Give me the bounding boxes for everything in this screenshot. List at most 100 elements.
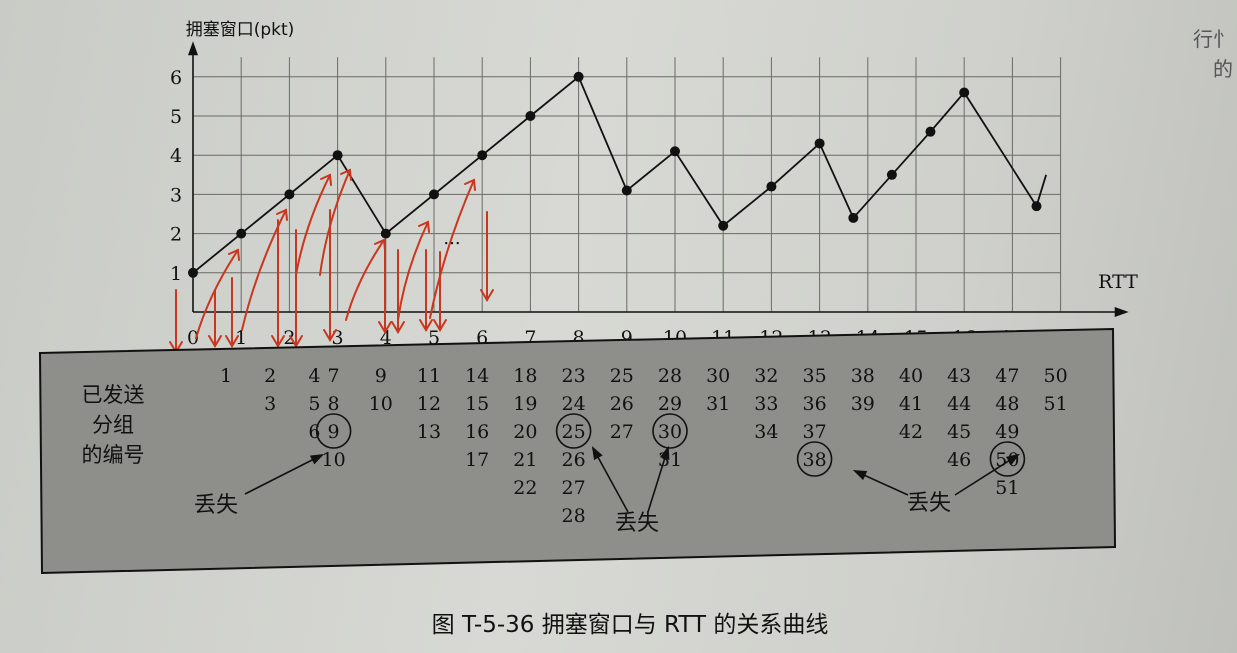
packet-number: 24: [562, 393, 586, 415]
packet-number: 40: [899, 365, 923, 387]
lost-label: 丢失: [615, 511, 659, 536]
edge-text-line: 行忄: [1193, 27, 1233, 51]
x-tick-label: 1: [235, 327, 247, 349]
red-down-arrow-head: [391, 321, 405, 334]
packet-number: 28: [658, 365, 682, 387]
packet-number: 23: [562, 365, 586, 387]
y-axis-label: 拥塞窗口(pkt): [186, 20, 295, 40]
lost-packet-circle: [796, 441, 833, 477]
lost-arrow-head: [1005, 453, 1020, 466]
packet-number: 33: [754, 393, 778, 415]
packet-number: 41: [899, 393, 923, 415]
packet-number: 16: [465, 421, 489, 443]
packet-number: 25: [610, 365, 634, 387]
lost-packet-circle: [989, 441, 1026, 477]
grid: [193, 57, 1062, 312]
packet-number: 1: [220, 365, 232, 387]
red-up-arrow-head: [374, 238, 386, 251]
packet-number: 12: [417, 393, 441, 415]
red-down-arrow-head: [289, 335, 303, 348]
packet-number: 7: [328, 365, 340, 387]
packet-number: 4: [308, 365, 320, 387]
data-point: [188, 267, 198, 278]
red-up-arrow: [195, 249, 239, 339]
data-point: [848, 212, 859, 223]
packet-number: 10: [322, 449, 346, 471]
figure-caption: 图 T-5-36 拥塞窗口与 RTT 的关系曲线: [432, 612, 829, 638]
packet-number: 14: [465, 365, 489, 387]
lost-arrow-head: [659, 445, 670, 461]
packet-number: 29: [658, 393, 682, 415]
packet-number: 35: [803, 365, 827, 387]
packet-number: 38: [803, 449, 827, 471]
data-point: [766, 181, 777, 192]
red-up-arrow: [241, 209, 287, 331]
x-tick-label: 2: [283, 327, 295, 349]
red-down-arrow-head: [225, 335, 239, 348]
packet-number: 38: [851, 365, 875, 387]
packet-number: 11: [417, 365, 441, 387]
packet-number: 44: [947, 393, 971, 415]
packet-number: 30: [706, 365, 730, 387]
packet-number: 32: [754, 365, 778, 387]
red-down-arrow-head: [378, 321, 392, 334]
data-point: [670, 146, 680, 157]
packet-number: 27: [562, 477, 586, 499]
lost-arrow-head: [852, 470, 868, 481]
lost-arrow-head: [591, 445, 603, 461]
packet-number: 15: [465, 393, 489, 415]
data-point: [1031, 201, 1042, 212]
lost-packet-circle: [555, 413, 592, 449]
lost-arrow-head: [309, 453, 325, 465]
red-down-arrow-head: [480, 289, 494, 302]
lost-arrow: [954, 454, 1019, 496]
packet-number: 2: [264, 365, 276, 387]
red-down-arrow-head: [208, 335, 222, 348]
x-tick-label: 0: [187, 327, 199, 349]
packet-number: 39: [851, 393, 875, 415]
handwriting: [169, 168, 494, 354]
y-tick-label: 3: [170, 184, 182, 206]
red-up-arrow-head: [340, 168, 352, 181]
y-tick-label: 4: [170, 145, 182, 167]
x-axis-arrow: [1114, 307, 1129, 317]
row-label: 已发送: [82, 383, 145, 407]
lost-label: 丢失: [194, 493, 238, 518]
red-up-arrow-head: [418, 220, 430, 233]
packet-number: 48: [995, 393, 1019, 415]
packet-number: 51: [1044, 393, 1068, 415]
data-point: [718, 220, 729, 231]
red-up-arrow: [429, 179, 475, 319]
data-point: [284, 189, 295, 200]
y-tick-label: 1: [170, 263, 182, 285]
lost-packet-circle: [315, 413, 352, 449]
packet-number: 26: [610, 393, 634, 415]
x-axis-label: RTT: [1098, 271, 1138, 293]
red-up-arrow: [397, 221, 429, 321]
packet-number: 25: [562, 421, 586, 443]
red-up-arrow-head: [464, 178, 476, 191]
y-tick-label: 5: [170, 106, 182, 128]
series-line: [192, 75, 1048, 274]
packet-number: 20: [513, 421, 537, 443]
edge-text-line: 的: [1213, 57, 1233, 81]
packet-table-panel: [38, 327, 1117, 575]
packet-number: 50: [1044, 365, 1068, 387]
packet-number: 9: [375, 365, 387, 387]
packet-number: 43: [947, 365, 971, 387]
data-point: [573, 71, 584, 82]
packet-number: 31: [706, 393, 730, 415]
packet-number: 51: [995, 477, 1019, 499]
x-tick-label: 4: [380, 327, 392, 349]
packet-number: 42: [899, 421, 923, 443]
row-label: 分组: [92, 413, 134, 437]
packet-number: 13: [417, 421, 441, 443]
packet-number: 22: [513, 477, 537, 499]
packet-number: 37: [803, 421, 827, 443]
red-up-arrow: [345, 239, 385, 321]
packet-number: 36: [803, 393, 827, 415]
data-point: [429, 189, 439, 200]
red-up-arrow-head: [228, 248, 240, 261]
lost-arrow: [647, 447, 669, 513]
